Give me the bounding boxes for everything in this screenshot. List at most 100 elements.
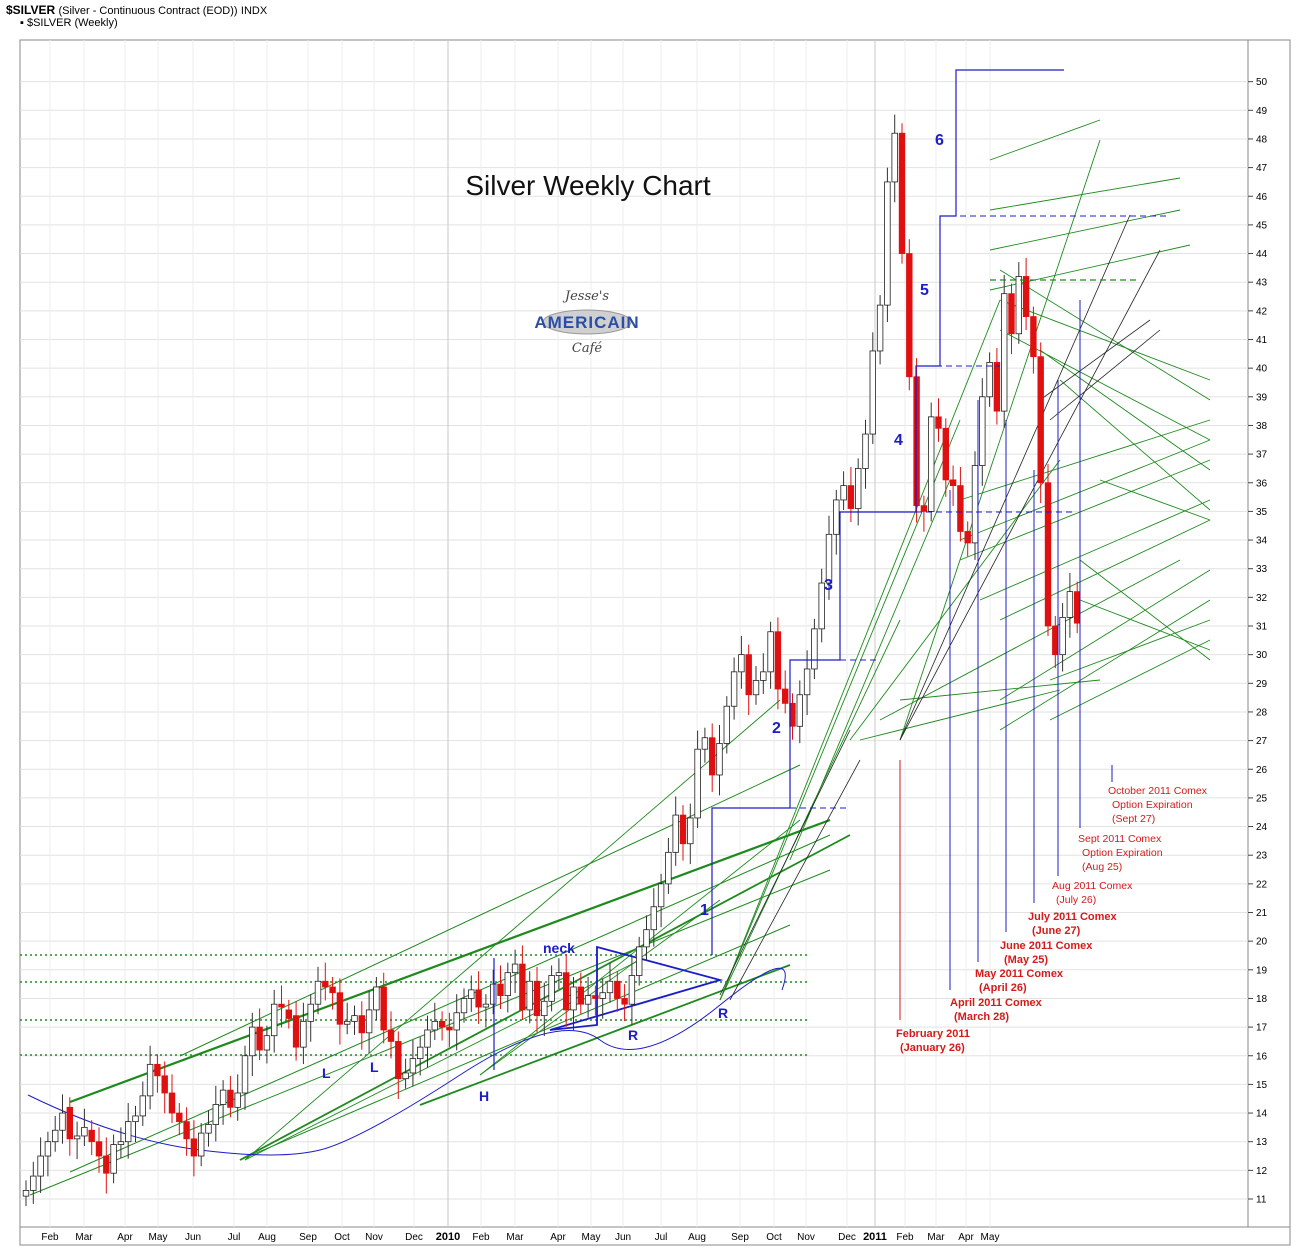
candle-down [745, 654, 752, 696]
candle-up [270, 1003, 278, 1037]
candle-up [52, 1129, 59, 1143]
candle-down [497, 983, 504, 996]
trendline [239, 834, 851, 1161]
annotation-line: Sept 2011 Comex [1078, 833, 1162, 845]
candle-down [1008, 293, 1015, 335]
trendline [479, 899, 721, 1076]
x-tick-label: Apr [958, 1232, 974, 1243]
y-axis-ticks: 11 12 13 14 15 16 17 18 19 20 21 22 23 24 25 26 27 28 29 30… [1248, 77, 1268, 1206]
candle-up [424, 1029, 431, 1048]
candle-up [351, 1015, 358, 1022]
trendline [1099, 479, 1211, 521]
annotation-line: April 2011 Comex [950, 997, 1043, 1009]
wave-label-4: 4 [894, 432, 903, 449]
candle-up [526, 980, 533, 1011]
candle-down [563, 972, 570, 1011]
y-tick-label: 15 [1256, 1080, 1268, 1091]
trendline [719, 299, 1001, 1001]
candle-up [1001, 293, 1008, 412]
candle-up [249, 1026, 256, 1057]
candle-up [1066, 591, 1074, 618]
candle-up [570, 986, 577, 1011]
candle-up [730, 671, 738, 707]
candle-up [307, 1003, 314, 1022]
candle-down [66, 1106, 73, 1140]
candle-up [672, 814, 679, 853]
trendline [959, 419, 1211, 501]
x-tick-label: Jun [615, 1232, 631, 1243]
x-tick-label: Feb [472, 1232, 490, 1243]
candle-up [928, 416, 935, 512]
candle-up [723, 705, 730, 744]
y-tick-label: 48 [1256, 134, 1268, 145]
candle-up [409, 1058, 417, 1074]
trendline [989, 209, 1181, 251]
overlays [493, 69, 1170, 1070]
wave-label-1: 1 [700, 902, 709, 919]
candle-up [738, 654, 745, 673]
candle-up [694, 748, 701, 819]
y-tick-label: 35 [1256, 507, 1268, 518]
series-icon: ▪ [20, 17, 24, 29]
annotation-line: May 2011 Comex [975, 968, 1064, 980]
y-tick-label: 20 [1256, 937, 1268, 948]
annotation-line: October 2011 Comex [1108, 785, 1208, 797]
x-tick-label: Oct [766, 1232, 782, 1243]
candle-up [650, 906, 657, 931]
candle-up [971, 465, 979, 544]
expiration-annotation: July 2011 Comex (June 27) [1028, 911, 1118, 937]
candle-up [205, 1124, 212, 1134]
candle-down [935, 416, 942, 429]
y-tick-label: 24 [1256, 822, 1268, 833]
trendline [989, 119, 1101, 161]
candle-down [438, 1020, 446, 1028]
candle-up [44, 1141, 52, 1157]
candle-up [73, 1135, 81, 1140]
x-tick-label: 2011 [863, 1231, 887, 1243]
candle-up [59, 1112, 66, 1131]
pattern-neckline: neck [543, 940, 575, 956]
logo-banner [542, 309, 632, 335]
candle-up [869, 350, 876, 435]
logo-line2: AMERICAIN [534, 313, 639, 332]
y-tick-label: 37 [1256, 450, 1268, 461]
candle-down [782, 688, 789, 704]
annotation-line: (June 27) [1032, 925, 1081, 937]
x-tick-label: Jul [655, 1232, 668, 1243]
x-tick-label: Mar [75, 1232, 93, 1243]
candle-down [533, 980, 541, 1017]
x-tick-label: Mar [506, 1232, 524, 1243]
y-tick-label: 38 [1256, 421, 1268, 432]
fan-line [899, 249, 1161, 741]
fan-line [899, 214, 1131, 741]
candle-down [993, 362, 1001, 412]
candle-up [343, 1020, 351, 1025]
candle-up [796, 694, 803, 727]
candle-down [1037, 356, 1044, 484]
y-tick-label: 18 [1256, 994, 1268, 1005]
candle-up [81, 1126, 88, 1137]
wave-label-5: 5 [920, 282, 929, 299]
x-tick-label: Mar [927, 1232, 945, 1243]
x-tick-label: Jun [185, 1232, 201, 1243]
pattern-left-shoulder-2: L [370, 1059, 379, 1075]
candle-up [431, 1020, 438, 1031]
y-tick-label: 30 [1256, 650, 1268, 661]
candle-up [300, 1020, 307, 1048]
logo-line3: Café [572, 341, 603, 356]
candle-down [942, 427, 949, 481]
trendline [879, 559, 1181, 721]
candle-down [1044, 482, 1052, 627]
y-tick-label: 28 [1256, 707, 1268, 718]
y-tick-label: 42 [1256, 306, 1268, 317]
x-axis-ticks: Feb Mar Apr May Jun Jul Aug Sep Oct Nov Dec 2010 Feb… [41, 1231, 999, 1243]
x-tick-label: May [981, 1232, 1000, 1243]
y-tick-label: 45 [1256, 220, 1268, 231]
y-tick-label: 25 [1256, 793, 1268, 804]
annotation-line: (Sept 27) [1112, 813, 1155, 825]
y-tick-label: 41 [1256, 335, 1268, 346]
candle-down [774, 631, 782, 690]
annotation-line: (January 26) [900, 1042, 965, 1054]
trendline [1059, 379, 1211, 511]
symbol-line: $SILVER (Silver - Continuous Contract (E… [6, 3, 267, 17]
